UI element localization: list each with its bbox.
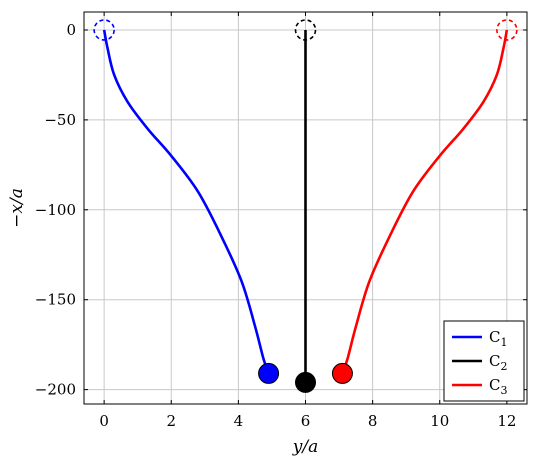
- y-tick-label: −150: [35, 291, 76, 309]
- legend-label-1: C1: [489, 328, 507, 349]
- legend-label-2: C2: [489, 352, 507, 373]
- start-marker-1: [93, 19, 115, 41]
- end-marker-1: [258, 362, 280, 384]
- end-marker-2: [295, 371, 316, 393]
- y-tick-label: −200: [35, 381, 76, 399]
- y-tick-label: −100: [35, 201, 76, 219]
- legend-label-3: C3: [489, 376, 507, 397]
- series-layer: [93, 19, 518, 393]
- start-marker-3: [496, 19, 518, 41]
- x-tick-label: 12: [497, 412, 516, 430]
- x-tick-label: 10: [430, 412, 449, 430]
- series-line-1: [102, 29, 270, 374]
- legend: C1 C2 C3: [443, 320, 525, 402]
- x-tick-label: 2: [166, 412, 176, 430]
- x-axis-label: y/a: [292, 437, 318, 457]
- series-line-3: [341, 29, 509, 374]
- x-tick-label: 4: [234, 412, 244, 430]
- y-tick-label: 0: [66, 21, 76, 39]
- y-axis-label: −x/a: [7, 188, 27, 228]
- x-tick-label: 0: [99, 412, 109, 430]
- start-marker-2: [294, 19, 317, 41]
- end-marker-3: [331, 362, 353, 384]
- x-tick-label: 8: [368, 412, 378, 430]
- axis-ticks: 0 2 4 6 8 10 12 0 −50 −100 −150 −200: [35, 12, 527, 430]
- x-tick-label: 6: [301, 412, 311, 430]
- y-tick-label: −50: [44, 111, 76, 129]
